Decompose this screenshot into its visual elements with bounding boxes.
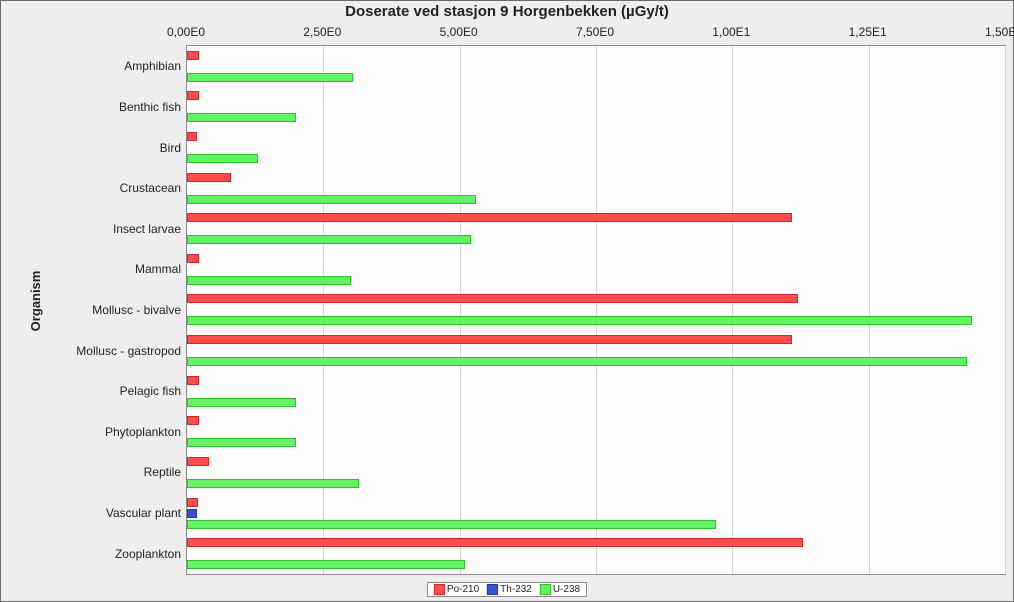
- category-row: Crustacean: [187, 168, 1005, 209]
- category-label: Reptile: [144, 465, 181, 479]
- bar-u238: [187, 560, 465, 569]
- x-axis-ticks: 0,00E02,50E05,00E07,50E01,00E11,25E11,50…: [186, 25, 1006, 43]
- legend-swatch: [540, 584, 551, 595]
- bar-po210: [187, 335, 792, 344]
- category-label: Insect larvae: [113, 222, 181, 236]
- bar-po210: [187, 91, 199, 100]
- bar-po210: [187, 213, 792, 222]
- x-tick-label: 1,25E1: [849, 25, 887, 39]
- category-row: Phytoplankton: [187, 412, 1005, 453]
- x-tick-label: 7,50E0: [576, 25, 614, 39]
- bar-u238: [187, 357, 967, 366]
- bar-u238: [187, 520, 716, 529]
- bar-u238: [187, 438, 296, 447]
- category-row: Mollusc - gastropod: [187, 330, 1005, 371]
- category-label: Vascular plant: [106, 506, 181, 520]
- bar-u238: [187, 276, 351, 285]
- x-tick-label: 2,50E0: [303, 25, 341, 39]
- category-label: Zooplankton: [115, 547, 181, 561]
- category-label: Bird: [160, 141, 181, 155]
- category-label: Pelagic fish: [120, 384, 181, 398]
- category-label: Amphibian: [124, 59, 181, 73]
- legend-label: Po-210: [447, 584, 479, 595]
- category-label: Mammal: [135, 262, 181, 276]
- category-label: Crustacean: [120, 181, 181, 195]
- bar-u238: [187, 113, 296, 122]
- bar-po210: [187, 132, 197, 141]
- legend-swatch: [487, 584, 498, 595]
- category-row: Benthic fish: [187, 87, 1005, 128]
- bar-u238: [187, 73, 353, 82]
- category-row: Mammal: [187, 249, 1005, 290]
- category-row: Amphibian: [187, 46, 1005, 87]
- chart-frame: Doserate ved stasjon 9 Horgenbekken (µGy…: [0, 0, 1014, 602]
- bar-po210: [187, 51, 199, 60]
- category-label: Mollusc - gastropod: [76, 344, 181, 358]
- bar-po210: [187, 254, 199, 263]
- category-row: Vascular plant: [187, 493, 1005, 534]
- legend-item: U-238: [540, 584, 580, 595]
- legend-label: Th-232: [500, 584, 532, 595]
- bar-po210: [187, 457, 209, 466]
- legend-item: Po-210: [434, 584, 479, 595]
- bar-u238: [187, 479, 359, 488]
- x-tick-label: 1,00E1: [712, 25, 750, 39]
- x-tick-label: 0,00E0: [167, 25, 205, 39]
- bar-u238: [187, 398, 296, 407]
- bar-po210: [187, 376, 199, 385]
- category-label: Mollusc - bivalve: [92, 303, 181, 317]
- bar-th232: [187, 509, 197, 518]
- bar-po210: [187, 498, 198, 507]
- category-row: Zooplankton: [187, 533, 1005, 574]
- legend-swatch: [434, 584, 445, 595]
- y-axis-label: Organism: [28, 271, 43, 332]
- bar-po210: [187, 416, 199, 425]
- bar-po210: [187, 173, 231, 182]
- category-row: Bird: [187, 127, 1005, 168]
- category-row: Reptile: [187, 452, 1005, 493]
- bar-po210: [187, 294, 798, 303]
- legend: Po-210 Th-232 U-238: [427, 582, 587, 597]
- legend-label: U-238: [553, 584, 580, 595]
- category-row: Mollusc - bivalve: [187, 290, 1005, 331]
- category-row: Insect larvae: [187, 208, 1005, 249]
- x-tick-label: 5,00E0: [440, 25, 478, 39]
- gridline: [1005, 46, 1006, 574]
- category-row: Pelagic fish: [187, 371, 1005, 412]
- category-label: Benthic fish: [119, 100, 181, 114]
- bar-u238: [187, 195, 476, 204]
- bar-po210: [187, 538, 803, 547]
- plot-area: AmphibianBenthic fishBirdCrustaceanInsec…: [186, 45, 1006, 575]
- bar-u238: [187, 235, 471, 244]
- x-tick-label: 1,50E1: [985, 25, 1014, 39]
- legend-item: Th-232: [487, 584, 532, 595]
- bar-u238: [187, 154, 258, 163]
- chart-title: Doserate ved stasjon 9 Horgenbekken (µGy…: [1, 3, 1013, 20]
- category-label: Phytoplankton: [105, 425, 181, 439]
- bar-u238: [187, 316, 972, 325]
